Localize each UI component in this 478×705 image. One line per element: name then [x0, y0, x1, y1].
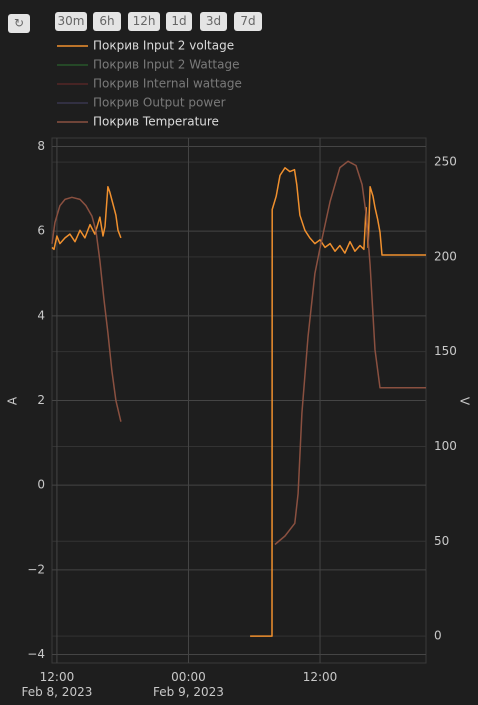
y-tick-label: −2 [27, 562, 45, 576]
series-line [51, 160, 426, 546]
x-tick-label: 00:00 Feb 9, 2023 [153, 670, 224, 699]
series-line [51, 167, 426, 637]
legend-label[interactable]: Покрив Internal wattage [93, 77, 242, 91]
y2-axis-title: V [458, 397, 472, 406]
range-button[interactable]: 12h [128, 12, 160, 31]
y-tick-label: 2 [37, 393, 45, 407]
y2-tick-label: 50 [434, 534, 449, 548]
y-axis-title: A [6, 396, 20, 405]
y-tick-label: 0 [37, 478, 45, 492]
y2-tick-label: 0 [434, 629, 442, 643]
x-tick-label: 12:00 Feb 8, 2023 [21, 670, 93, 699]
range-button[interactable]: 7d [234, 12, 262, 31]
range-button[interactable]: 1d [166, 12, 192, 31]
x-tick-label: 12:00 [302, 670, 338, 684]
y-tick-label: 4 [37, 308, 45, 322]
legend-label[interactable]: Покрив Input 2 Wattage [93, 58, 239, 72]
y-tick-label: 8 [37, 139, 45, 153]
y-tick-label: 6 [37, 224, 45, 238]
legend-label[interactable]: Покрив Input 2 voltage [93, 39, 234, 53]
refresh-button[interactable]: ↻ [8, 14, 30, 33]
y2-tick-label: 250 [434, 155, 457, 169]
y2-tick-label: 200 [434, 249, 457, 263]
legend-label[interactable]: Покрив Output power [93, 96, 226, 110]
y2-tick-label: 100 [434, 439, 457, 453]
y-tick-label: −4 [27, 647, 45, 661]
legend-label[interactable]: Покрив Temperature [93, 115, 219, 129]
y2-tick-label: 150 [434, 344, 457, 358]
range-button[interactable]: 3d [200, 12, 227, 31]
range-button[interactable]: 6h [93, 12, 121, 31]
range-button[interactable]: 30m [55, 12, 87, 31]
